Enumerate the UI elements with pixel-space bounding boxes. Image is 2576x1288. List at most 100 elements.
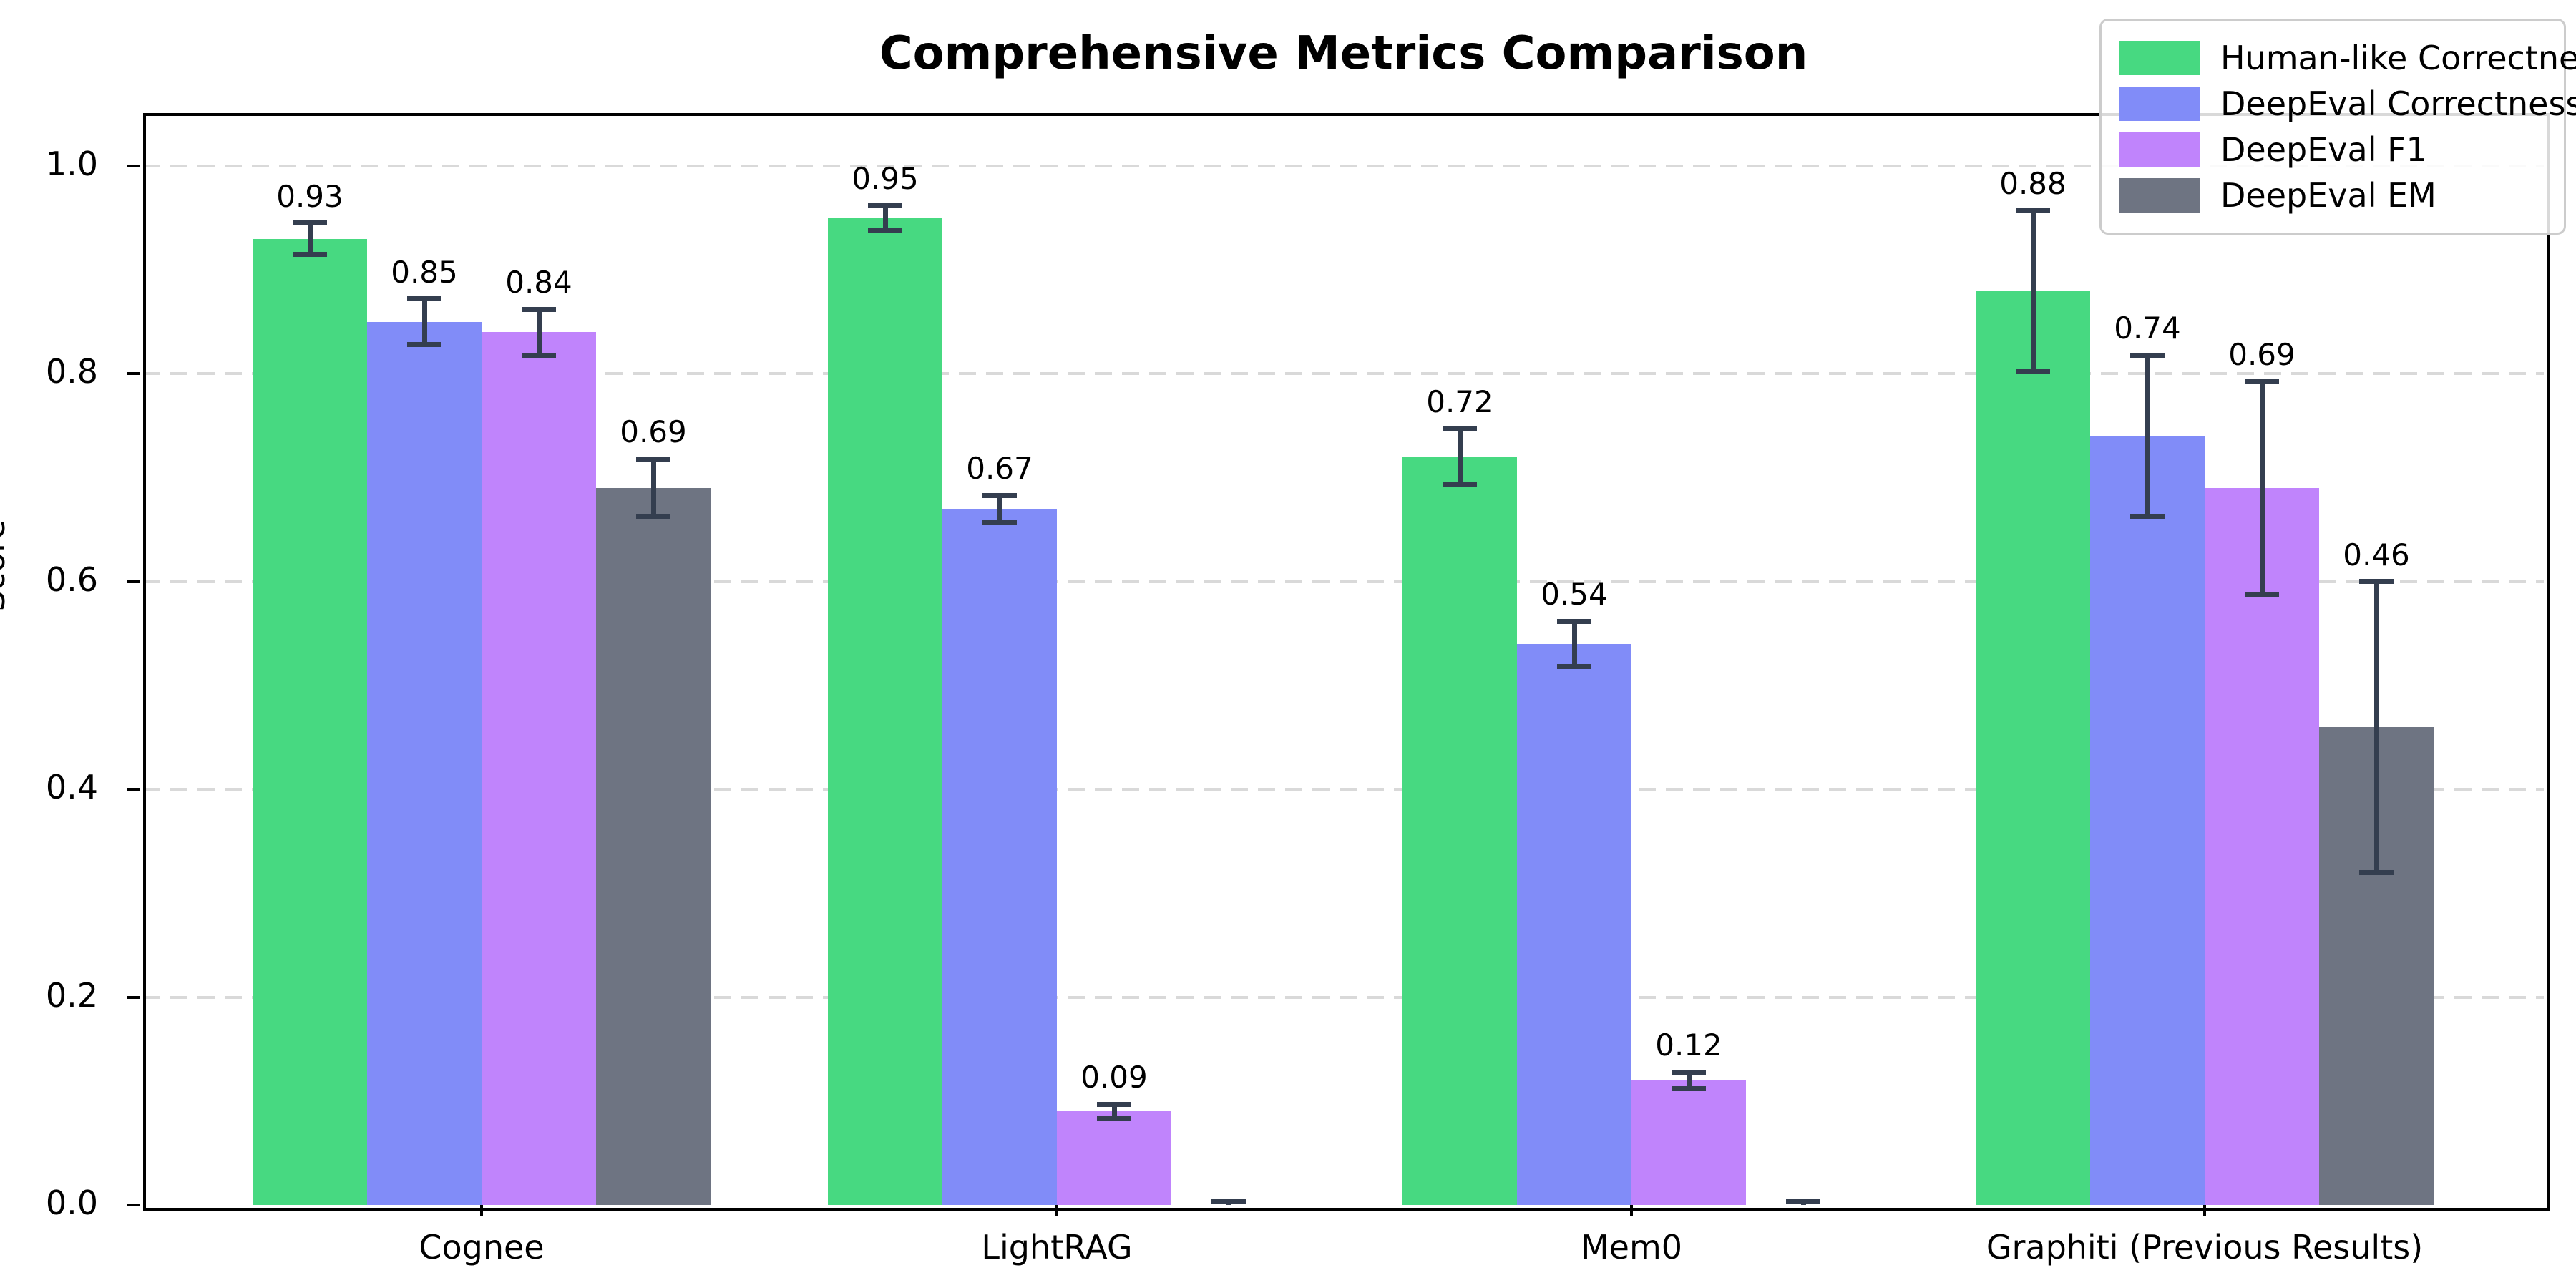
error-bar-cap [982, 492, 1017, 498]
error-bar-cap [2016, 368, 2050, 374]
gridline [143, 165, 2544, 168]
x-tick [480, 1205, 483, 1216]
x-tick-label-graphiti-previous-results-: Graphiti (Previous Results) [1986, 1228, 2424, 1267]
error-bar-cap [2130, 514, 2165, 520]
error-bar [650, 459, 656, 517]
legend-item: Human-like Correctness [2119, 35, 2576, 81]
bar-deepeval-f1-cognee [482, 332, 596, 1205]
error-bar-cap [868, 203, 902, 208]
error-bar [2030, 210, 2036, 371]
legend-item: DeepEval F1 [2119, 127, 2547, 172]
error-bar-cap [2359, 579, 2394, 585]
error-bar-cap [636, 514, 670, 520]
error-bar [1111, 1104, 1117, 1119]
y-tick [127, 165, 140, 168]
y-tick [127, 1204, 140, 1206]
bar-value-label: 0.85 [391, 254, 458, 290]
bar-human-like-correctness-lightrag [828, 218, 942, 1205]
gridline [143, 580, 2544, 583]
bar-value-label: 0.09 [1080, 1060, 1148, 1096]
bar-value-label: 0.72 [1426, 384, 1493, 420]
error-bar-cap [2245, 592, 2279, 598]
bar-human-like-correctness-graphiti-previous-results- [1976, 291, 2090, 1205]
error-bar [2259, 381, 2265, 595]
bar-deepeval-correctness-lightrag [942, 509, 1057, 1205]
bar-deepeval-f1-graphiti-previous-results- [2205, 488, 2319, 1205]
legend-item: DeepEval Correctness [2119, 81, 2576, 127]
error-bar-cap [1443, 482, 1477, 488]
legend-label: DeepEval EM [2220, 176, 2436, 215]
error-bar [1457, 429, 1463, 485]
error-bar [997, 495, 1002, 523]
error-bar [2145, 355, 2150, 517]
error-bar-cap [407, 342, 441, 348]
bar-deepeval-correctness-graphiti-previous-results- [2090, 436, 2205, 1205]
y-tick [127, 372, 140, 376]
legend-swatch [2119, 178, 2200, 213]
legend-label: DeepEval F1 [2220, 130, 2427, 169]
bar-human-like-correctness-cognee [253, 238, 367, 1205]
error-bar-cap [1786, 1198, 1820, 1204]
x-tick [1055, 1205, 1058, 1216]
bar-value-label: 0.74 [2114, 311, 2181, 346]
bar-deepeval-f1-mem0 [1631, 1080, 1746, 1205]
x-tick [2203, 1205, 2206, 1216]
error-bar-cap [868, 228, 902, 233]
chart-title: Comprehensive Metrics Comparison [879, 27, 1808, 80]
legend: Human-like Correctness DeepEval Correctne… [2099, 19, 2576, 235]
bar-value-label: 0.69 [620, 414, 687, 450]
y-tick-label: 0.4 [45, 768, 98, 807]
bar-human-like-correctness-mem0 [1402, 457, 1517, 1205]
error-bar [882, 205, 888, 231]
bar-deepeval-correctness-cognee [367, 321, 482, 1205]
gridline [143, 995, 2544, 999]
y-tick [127, 995, 140, 999]
error-bar-cap [407, 296, 441, 302]
bar-value-label: 0.54 [1541, 577, 1608, 612]
bar-value-label: 0.12 [1655, 1028, 1722, 1063]
x-tick [1630, 1205, 1633, 1216]
error-bar-cap [1097, 1101, 1131, 1107]
error-bar-cap [293, 220, 327, 226]
error-bar-cap [1672, 1085, 1706, 1091]
y-tick [127, 580, 140, 583]
bar-value-label: 0.67 [966, 451, 1033, 487]
error-bar [1571, 621, 1577, 667]
y-tick-label: 0.8 [45, 352, 98, 391]
error-bar-cap [1672, 1069, 1706, 1075]
y-tick-label: 0.2 [45, 975, 98, 1015]
bar-value-label: 0.69 [2228, 336, 2296, 372]
error-bar-cap [293, 251, 327, 257]
legend-swatch [2119, 87, 2200, 121]
y-axis-label: Score [0, 519, 12, 612]
bar-deepeval-f1-lightrag [1057, 1111, 1171, 1205]
error-bar [1686, 1072, 1692, 1089]
error-bar-cap [2359, 869, 2394, 875]
gridline [143, 788, 2544, 791]
bar-value-label: 0.93 [276, 178, 343, 214]
y-tick-label: 0.6 [45, 560, 98, 599]
error-bar [536, 309, 542, 356]
legend-swatch [2119, 132, 2200, 167]
bar-value-label: 0.84 [505, 265, 572, 301]
error-bar-cap [982, 519, 1017, 525]
plot-area: 0.93 0.95 0.72 0.88 0.85 0.67 0.54 0.74 0.84 0.09… [46, 113, 2544, 1267]
x-tick-label-cognee: Cognee [419, 1228, 545, 1267]
error-bar-cap [522, 352, 556, 358]
bar-deepeval-correctness-mem0 [1517, 643, 1631, 1205]
x-tick-label-lightrag: LightRAG [981, 1228, 1133, 1267]
y-tick [127, 788, 140, 791]
error-bar-cap [1443, 426, 1477, 431]
gridline [143, 372, 2544, 376]
error-bar-cap [1211, 1198, 1246, 1204]
x-tick-label-mem0: Mem0 [1580, 1228, 1683, 1267]
bar-value-label: 0.46 [2343, 537, 2410, 572]
error-bar-cap [1097, 1116, 1131, 1121]
error-bar [307, 223, 313, 255]
legend-swatch [2119, 41, 2200, 75]
y-tick-label: 1.0 [45, 145, 98, 184]
bar-deepeval-em-cognee [596, 488, 711, 1205]
error-bar-cap [636, 456, 670, 462]
error-bar-cap [1557, 664, 1591, 670]
